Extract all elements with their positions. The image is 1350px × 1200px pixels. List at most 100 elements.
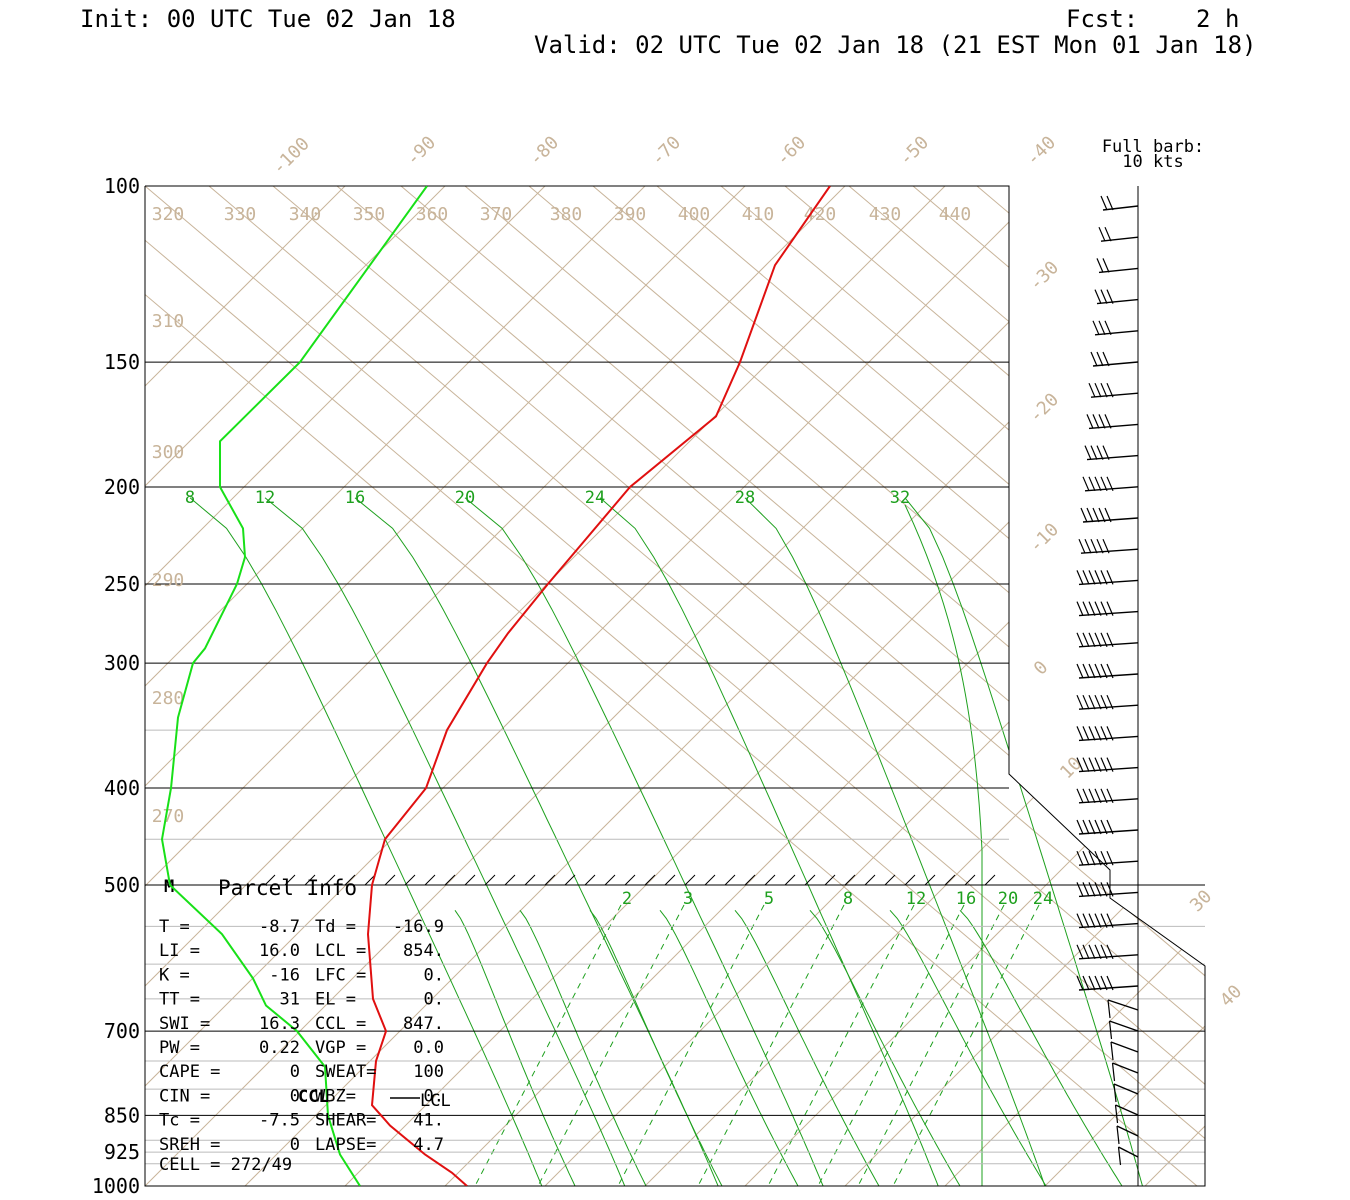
hatch-mark — [624, 874, 636, 886]
parcel-row-value2: 0. — [424, 1086, 444, 1106]
theta-label: 340 — [289, 204, 322, 225]
wind-barb-feather — [1102, 351, 1110, 367]
theta-label: 410 — [742, 204, 775, 225]
parcel-row-value: 16.0 — [259, 941, 300, 961]
wind-barb-low — [1110, 1041, 1139, 1053]
wind-barb-feather — [1096, 538, 1104, 554]
wind-barb-feather — [1082, 757, 1090, 772]
wind-barb-feather — [1106, 882, 1114, 897]
wind-barb-feather — [1094, 694, 1102, 710]
hatch-mark — [904, 874, 916, 886]
wind-barb-feather — [1094, 289, 1102, 304]
wind-barb-feather — [1098, 507, 1106, 523]
moist-adiabat-line — [189, 497, 543, 1186]
wind-barb-feather — [1090, 351, 1098, 367]
lower-solid-curve — [959, 909, 1123, 1186]
parcel-row-label: K = — [159, 965, 190, 985]
wind-barb-feather — [1106, 975, 1114, 991]
parcel-row-label: CIN = — [159, 1086, 210, 1106]
parcel-cell: CELL = 272/49 — [159, 1155, 292, 1175]
dry-adiabat-line — [272, 186, 1205, 1186]
wind-barb-feather — [1102, 538, 1110, 554]
wind-barb-feather — [1100, 632, 1108, 648]
mixing-ratio-label: 12 — [906, 889, 926, 909]
wind-barb-feather — [1094, 757, 1102, 772]
wind-barb-feather — [1096, 351, 1104, 367]
mixing-ratio-label: 2 — [622, 889, 632, 909]
wind-barb-feather — [1100, 819, 1108, 835]
wind-barb-feather — [1092, 320, 1100, 336]
wind-barb-feather — [1088, 819, 1096, 835]
wind-barb-feather — [1106, 819, 1114, 835]
wind-barb-feather — [1106, 850, 1114, 866]
hatch-mark — [864, 874, 876, 886]
wind-barb-feather — [1080, 507, 1088, 523]
parcel-row-value: -8.7 — [259, 917, 300, 937]
hatch-mark — [264, 874, 276, 886]
wind-barb-feather — [1100, 726, 1108, 741]
wind-barb-feather — [1100, 476, 1108, 492]
theta-label: 290 — [152, 570, 185, 591]
isotherm-label: -100 — [268, 133, 314, 179]
wind-barb-feather — [1106, 913, 1114, 928]
moist-adiabat-label: 24 — [585, 488, 605, 508]
wind-barb-low — [1112, 1062, 1139, 1074]
moist-adiabat-line — [904, 497, 1143, 1186]
wind-barb-feather — [1094, 882, 1102, 897]
theta-label: 380 — [550, 204, 583, 225]
isotherm-line — [444, 186, 1205, 1186]
wind-barb-feather — [1106, 788, 1114, 804]
moist-adiabat-line — [264, 497, 626, 1186]
parcel-row-value: -16 — [269, 965, 300, 985]
parcel-row-value: 0 — [290, 1135, 300, 1155]
theta-label: 270 — [152, 806, 185, 827]
wind-barb-feather — [1076, 850, 1084, 866]
parcel-info-title: Parcel Info — [218, 876, 357, 900]
mixing-ratio-line — [537, 904, 685, 1186]
wind-barb-feather — [1086, 414, 1094, 429]
wind-barb-feather — [1088, 882, 1096, 897]
dry-adiabat-line — [976, 186, 1205, 1186]
wind-barb-feather — [1082, 819, 1090, 835]
wind-barb-feather — [1100, 913, 1108, 928]
hatch-mark — [584, 874, 596, 886]
isotherm-line — [1044, 186, 1205, 1186]
hatch-mark — [924, 874, 936, 886]
wind-barb-feather — [1100, 850, 1108, 866]
dry-adiabat-line — [464, 186, 1205, 1186]
wind-barb-feather — [1096, 445, 1104, 460]
parcel-row-value2: -16.9 — [393, 917, 444, 937]
theta-label: 350 — [353, 204, 386, 225]
isotherm-label: -90 — [402, 132, 440, 170]
moist-adiabat-label: 12 — [255, 488, 275, 508]
hatch-mark — [424, 874, 436, 886]
wind-barb — [1098, 267, 1139, 274]
isotherm-line — [145, 186, 446, 1186]
wind-barb-feather — [1106, 757, 1114, 772]
wind-barb-feather — [1106, 663, 1114, 679]
lower-solid-curve — [519, 910, 647, 1186]
wind-barb-feather — [1100, 382, 1108, 398]
dry-adiabat-line — [145, 186, 1205, 1186]
isotherm-line — [145, 186, 546, 1186]
parcel-row-value2: 4.7 — [413, 1135, 444, 1155]
max-label: M — [164, 877, 174, 897]
dry-adiabat-line — [912, 186, 1205, 1186]
wind-barb-feather — [1088, 694, 1096, 710]
moist-adiabat-label: 28 — [735, 488, 755, 508]
hatch-mark — [364, 874, 376, 886]
dry-adiabat-line — [656, 186, 1205, 1186]
moist-adiabat-label: 8 — [185, 488, 195, 508]
wind-barb-feather — [1094, 476, 1102, 492]
parcel-row-label2: Td = — [315, 917, 356, 937]
wind-barb-feather — [1096, 258, 1104, 273]
wind-barb-feather — [1094, 975, 1102, 991]
hatch-mark — [524, 874, 536, 886]
dry-adiabat-line — [784, 186, 1205, 1186]
wind-barb-feather — [1088, 850, 1096, 866]
pressure-label: 100 — [104, 174, 140, 198]
pressure-label: 700 — [104, 1019, 140, 1043]
isotherm-line — [1345, 186, 1350, 1186]
wind-barb-feather — [1082, 601, 1090, 616]
